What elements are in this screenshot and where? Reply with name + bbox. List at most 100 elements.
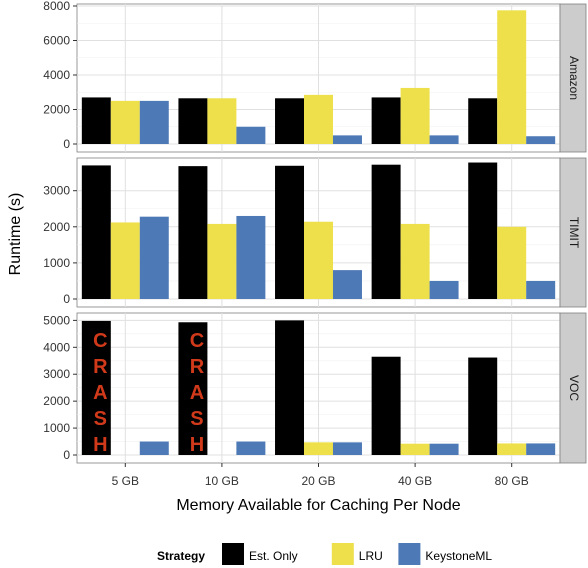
bar-amazon-keystoneml-5-gb: [139, 100, 169, 144]
legend-swatch: [331, 543, 354, 565]
y-tick-label: 0: [63, 137, 70, 151]
bar-amazon-keystoneml-40-gb: [429, 135, 459, 144]
legend-swatch: [398, 543, 421, 565]
legend-title: Strategy: [157, 549, 205, 563]
panel-timit: 0 1000 2000 3000 TIMIT: [43, 157, 587, 308]
chart-panels: 0 2000 4000 6000 8000 Amazon 0 1000 2000 3000 TIMI…: [43, 0, 587, 464]
bar-voc-est-only-5-gb: [81, 320, 111, 455]
crash-letter: R: [93, 356, 108, 378]
y-tick-label: 3000: [43, 184, 70, 198]
bar-voc-est-only-80-gb: [468, 357, 498, 455]
y-tick-label: 1000: [43, 421, 70, 435]
y-tick-label: 0: [63, 292, 70, 306]
crash-letter: A: [190, 382, 204, 404]
crash-letter: C: [190, 330, 204, 352]
bar-voc-lru-20-gb: [304, 442, 333, 455]
y-tick-label: 1000: [43, 256, 70, 270]
bar-amazon-est-only-10-gb: [178, 98, 208, 144]
legend-item-est-only: Est. Only: [222, 543, 298, 565]
bar-amazon-est-only-80-gb: [468, 98, 498, 144]
bar-amazon-keystoneml-20-gb: [332, 135, 362, 144]
bar-timit-keystoneml-10-gb: [236, 215, 266, 299]
bar-amazon-lru-80-gb: [497, 10, 527, 144]
bar-timit-est-only-10-gb: [178, 166, 208, 299]
bar-timit-est-only-40-gb: [371, 164, 401, 299]
facet-strip: [559, 3, 587, 153]
bar-voc-est-only-40-gb: [371, 356, 401, 455]
x-tick-label: 20 GB: [301, 474, 335, 488]
bar-timit-keystoneml-40-gb: [429, 280, 459, 299]
bar-amazon-est-only-40-gb: [371, 97, 401, 144]
y-tick-label: 4000: [43, 68, 70, 82]
y-tick-label: 6000: [43, 34, 70, 48]
y-tick-label: 2000: [43, 394, 70, 408]
y-axis-title: Runtime (s): [7, 193, 24, 276]
crash-letter: H: [93, 434, 107, 456]
bar-timit-est-only-5-gb: [81, 165, 111, 299]
y-tick-label: 3000: [43, 367, 70, 381]
legend-label: Est. Only: [249, 549, 298, 563]
legend-swatch: [222, 543, 244, 565]
y-tick-label: 2000: [43, 103, 70, 117]
bar-amazon-lru-5-gb: [110, 100, 140, 144]
bar-voc-est-only-20-gb: [275, 320, 305, 455]
legend-item-lru: LRU: [331, 543, 383, 565]
y-tick-label: 4000: [43, 340, 70, 354]
bar-timit-est-only-80-gb: [468, 162, 498, 299]
x-axis-title: Memory Available for Caching Per Node: [176, 497, 460, 514]
legend-label: LRU: [359, 549, 383, 563]
bar-timit-est-only-20-gb: [275, 165, 305, 299]
bar-voc-keystoneml-20-gb: [332, 442, 362, 455]
x-tick-label: 5 GB: [112, 474, 139, 488]
bar-amazon-keystoneml-80-gb: [526, 136, 556, 144]
chart-axes: Memory Available for Caching Per Node Ru…: [7, 193, 528, 514]
bar-voc-est-only-10-gb: [178, 322, 208, 455]
bar-timit-lru-80-gb: [497, 226, 527, 299]
bar-voc-keystoneml-80-gb: [526, 443, 556, 455]
bar-voc-lru-40-gb: [400, 443, 430, 455]
crash-letter: H: [190, 434, 204, 456]
bar-timit-lru-40-gb: [400, 223, 430, 299]
y-tick-label: 8000: [43, 0, 70, 13]
crash-letter: S: [190, 408, 203, 430]
bar-timit-keystoneml-5-gb: [139, 216, 169, 299]
y-tick-label: 5000: [43, 313, 70, 327]
bar-timit-lru-20-gb: [304, 221, 333, 299]
bar-amazon-lru-40-gb: [400, 87, 430, 144]
legend: Strategy Est. Only LRU KeystoneML: [157, 543, 492, 565]
bar-timit-lru-5-gb: [110, 222, 140, 299]
bar-amazon-keystoneml-10-gb: [236, 126, 266, 144]
x-tick-label: 80 GB: [495, 474, 529, 488]
bar-amazon-lru-20-gb: [304, 94, 333, 144]
bar-voc-keystoneml-5-gb: [139, 441, 169, 455]
facet-strip: [559, 157, 587, 308]
x-tick-label: 40 GB: [398, 474, 432, 488]
bar-voc-keystoneml-10-gb: [236, 441, 266, 455]
crash-letter: R: [190, 356, 205, 378]
y-tick-label: 0: [63, 448, 70, 462]
panel-amazon: 0 2000 4000 6000 8000 Amazon: [43, 0, 587, 153]
x-tick-label: 10 GB: [205, 474, 239, 488]
crash-letter: C: [93, 330, 107, 352]
y-tick-label: 2000: [43, 220, 70, 234]
crash-letter: A: [93, 382, 107, 404]
bar-amazon-est-only-5-gb: [81, 97, 111, 144]
bar-voc-keystoneml-40-gb: [429, 443, 459, 455]
bar-timit-keystoneml-20-gb: [332, 270, 362, 299]
legend-label: KeystoneML: [425, 549, 492, 563]
bar-voc-lru-80-gb: [497, 443, 527, 455]
bar-amazon-lru-10-gb: [207, 98, 237, 144]
crash-letter: S: [94, 408, 107, 430]
facet-strip: [559, 312, 587, 464]
facet-label-amazon: Amazon: [567, 56, 581, 100]
bar-timit-lru-10-gb: [207, 223, 237, 299]
bar-amazon-est-only-20-gb: [275, 98, 305, 144]
facet-label-timit: TIMIT: [567, 217, 581, 249]
bar-timit-keystoneml-80-gb: [526, 280, 556, 299]
legend-item-keystoneml: KeystoneML: [398, 543, 492, 565]
facet-label-voc: VOC: [567, 375, 581, 401]
